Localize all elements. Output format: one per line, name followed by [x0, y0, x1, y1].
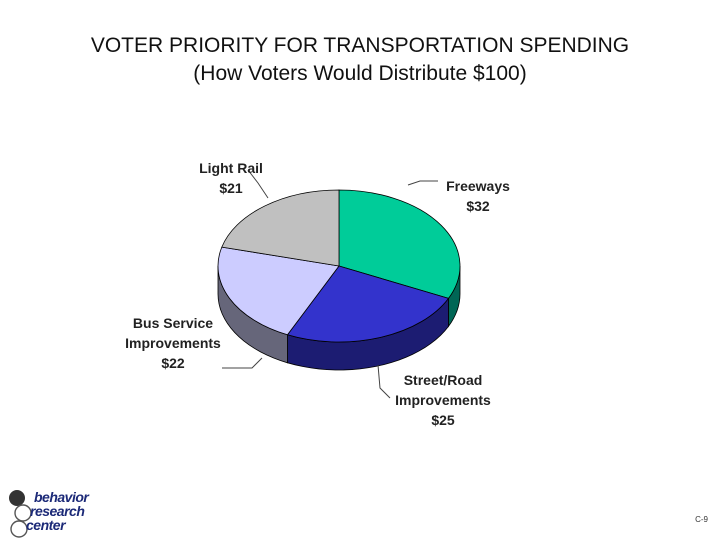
slice-label-line: $25	[431, 412, 455, 428]
logo-heads-icon	[9, 490, 32, 538]
pie-slice-3	[221, 189, 340, 267]
slice-label-line: $32	[466, 198, 490, 214]
title-line-1: VOTER PRIORITY FOR TRANSPORTATION SPENDI…	[90, 34, 630, 57]
slice-label-line: Improvements	[125, 335, 221, 351]
slice-label-0: Freeways $32	[446, 178, 510, 214]
slice-leader-line-2	[222, 357, 263, 369]
logo-word-3: center	[26, 517, 66, 533]
slice-label-line: Bus Service	[133, 315, 213, 331]
slice-label-line: $22	[161, 355, 185, 371]
slice-label-2: Bus Service Improvements $22	[125, 315, 221, 371]
slice-leader-line-0	[407, 180, 438, 186]
slice-label-1: Street/Road Improvements $25	[395, 372, 491, 428]
pie-slice-1	[286, 265, 450, 343]
slice-label-line: Light Rail	[199, 160, 263, 176]
pie-slice-2	[217, 246, 340, 336]
logo-word-1: behavior	[34, 489, 89, 505]
slice-label-line: $21	[219, 180, 243, 196]
chart-title: VOTER PRIORITY FOR TRANSPORTATION SPENDI…	[0, 32, 720, 88]
slice-leader-line-1	[377, 364, 391, 399]
slice-label-line: Improvements	[395, 392, 491, 408]
logo-word-2: research	[30, 503, 85, 519]
slice-leader-line-3	[247, 169, 269, 199]
behavior-research-center-logo: behavior research center	[4, 484, 94, 540]
slice-label-line: Freeways	[446, 178, 510, 194]
slice-label-line: Street/Road	[404, 372, 483, 388]
slice-label-3: Light Rail $21	[199, 160, 263, 196]
pie-slice-0	[338, 189, 461, 299]
page-number: C-9	[695, 515, 708, 524]
title-line-2: (How Voters Would Distribute $100)	[193, 62, 527, 85]
